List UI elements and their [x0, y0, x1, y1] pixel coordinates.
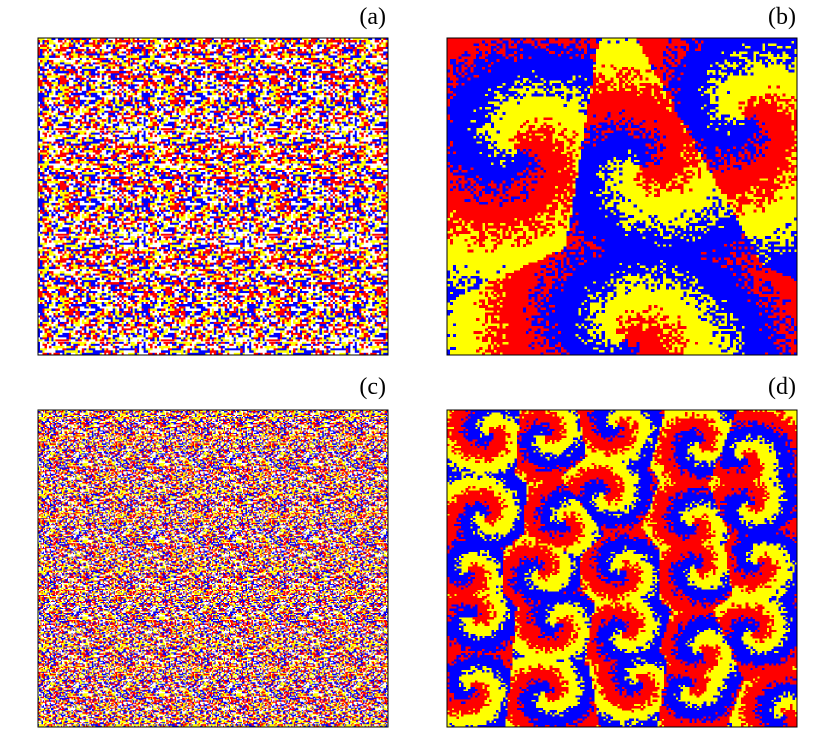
panel-label: (c): [359, 374, 386, 400]
lattice: [37, 37, 389, 356]
panel-label: (b): [768, 4, 796, 30]
lattice: [446, 409, 798, 728]
panel-label: (d): [768, 374, 796, 400]
lattice: [446, 37, 798, 356]
panel-label: (a): [359, 4, 386, 30]
lattice: [37, 409, 389, 728]
